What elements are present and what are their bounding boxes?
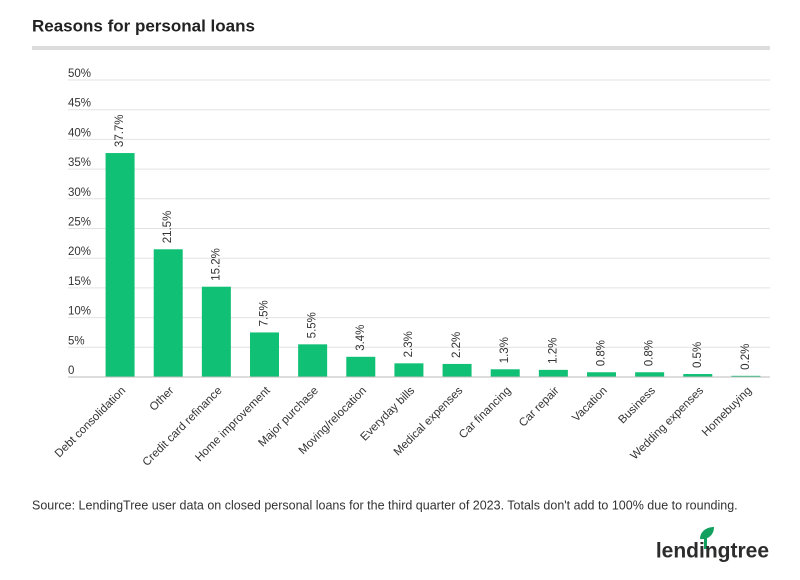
x-tick-label: Business [616, 385, 658, 427]
value-label: 5.5% [307, 312, 319, 338]
y-tick-label: 10% [68, 306, 91, 318]
value-label: 21.5% [162, 211, 174, 244]
bar [250, 332, 279, 377]
bar [394, 363, 424, 377]
x-tick-label: Other [148, 385, 177, 414]
bar [298, 344, 328, 377]
logo-text: lendingtree [656, 540, 769, 563]
title-rule [32, 46, 770, 50]
bar [490, 369, 520, 377]
logo: lendingtree [656, 527, 769, 563]
x-tick-label: Credit card refinance [141, 385, 225, 469]
bar [538, 369, 568, 377]
logo-leaf [700, 527, 714, 540]
y-tick-label: 35% [68, 157, 91, 169]
value-label: 2.2% [451, 332, 463, 358]
y-tick-label: 15% [68, 276, 91, 288]
value-label: 2.3% [403, 331, 415, 357]
bar [201, 286, 231, 377]
logo-stem [704, 536, 707, 549]
x-tick-label: Homebuying [700, 385, 754, 439]
y-tick-label: 50% [68, 68, 91, 80]
y-tick-label: 0 [68, 365, 74, 377]
bar [442, 363, 472, 377]
x-tick-label: Car financing [457, 385, 513, 441]
value-label: 0.2% [740, 344, 752, 370]
bar [731, 375, 761, 377]
bar [683, 374, 713, 377]
chart-title: Reasons for personal loans [32, 16, 255, 35]
y-tick-label: 25% [68, 217, 91, 229]
bar [105, 153, 135, 377]
value-label: 3.4% [355, 325, 367, 351]
y-tick-label: 5% [68, 335, 85, 347]
y-tick-label: 20% [68, 246, 91, 258]
value-label: 15.2% [210, 248, 222, 281]
value-label: 1.2% [547, 338, 559, 364]
value-label: 7.5% [259, 300, 271, 326]
y-tick-label: 30% [68, 187, 91, 199]
value-label: 0.8% [644, 340, 656, 366]
value-label: 0.8% [596, 340, 608, 366]
bar [346, 356, 376, 377]
y-tick-label: 45% [68, 98, 91, 110]
bar [635, 372, 665, 377]
value-label: 0.5% [692, 342, 704, 368]
bar [153, 249, 183, 377]
value-label: 1.3% [499, 337, 511, 363]
y-tick-label: 40% [68, 127, 91, 139]
x-tick-label: Debt consolidation [53, 385, 128, 460]
x-tick-label: Vacation [570, 385, 610, 425]
source-note: Source: LendingTree user data on closed … [32, 498, 738, 512]
bar [587, 372, 616, 377]
value-label: 37.7% [114, 114, 126, 147]
x-tick-label: Car repair [517, 385, 562, 430]
